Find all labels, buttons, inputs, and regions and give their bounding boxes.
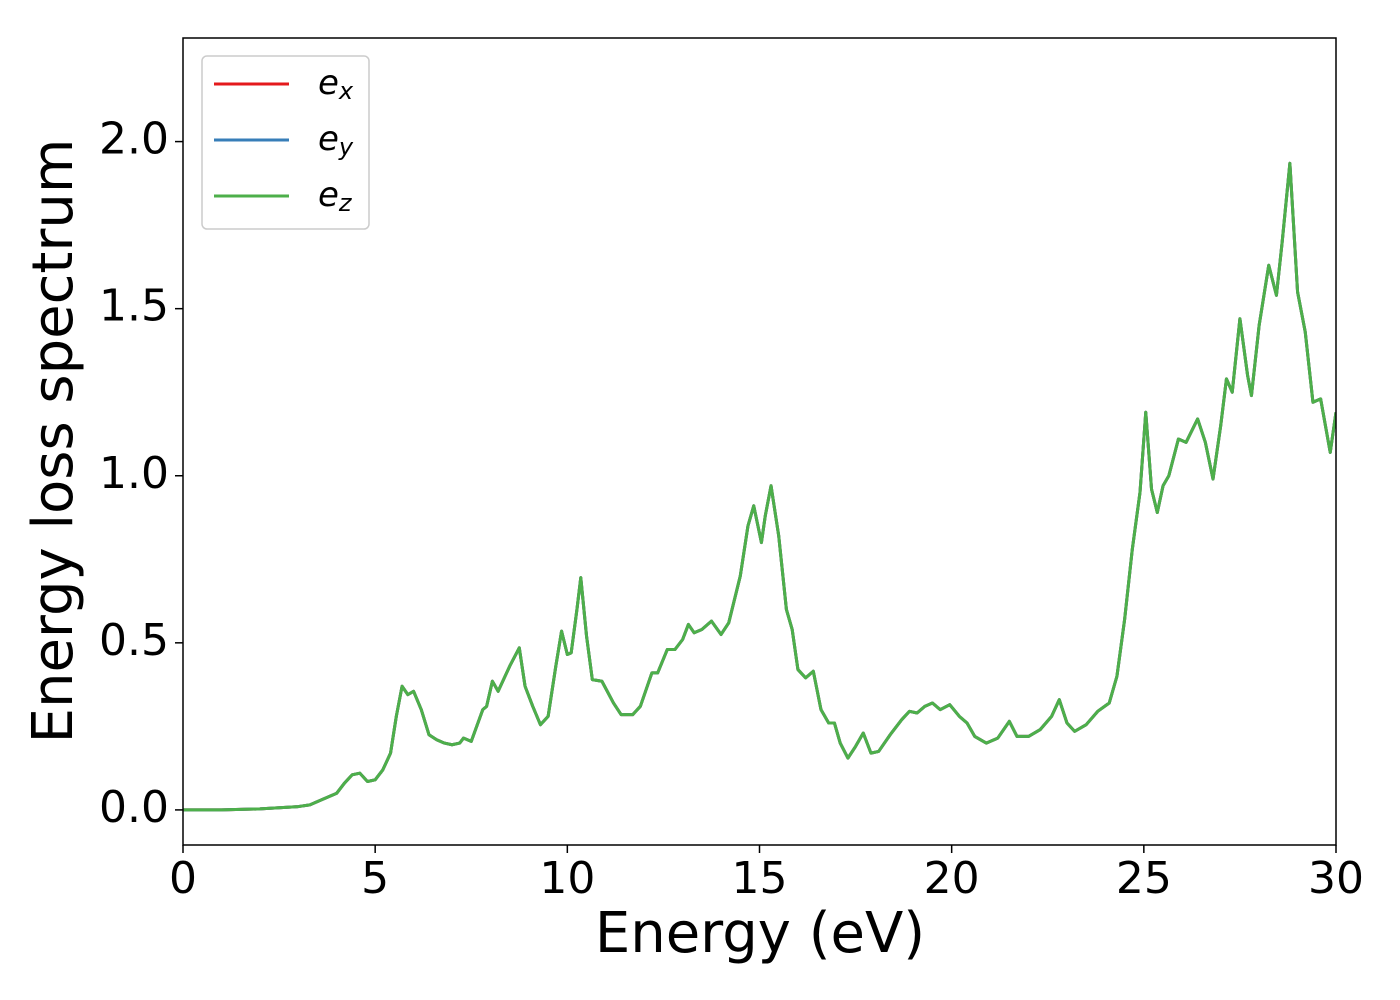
- y-tick-label: 2.0: [99, 114, 169, 165]
- legend-label: ez: [318, 175, 353, 218]
- y-tick-label: 1.5: [99, 281, 169, 332]
- x-tick-label: 30: [1308, 853, 1364, 904]
- x-tick-label: 5: [361, 853, 389, 904]
- series-line: [183, 161, 1336, 812]
- x-axis-label: Energy (eV): [595, 901, 925, 966]
- y-tick-label: 0.5: [99, 615, 169, 666]
- y-tick-label: 1.0: [99, 448, 169, 499]
- x-tick-label: 10: [539, 853, 595, 904]
- x-tick-label: 15: [732, 853, 788, 904]
- y-axis-label: Energy loss spectrum: [21, 139, 86, 744]
- legend-box: [201, 55, 370, 230]
- plot-frame: [182, 37, 1337, 846]
- legend-label: ey: [318, 119, 354, 162]
- x-tick-label: 0: [169, 853, 197, 904]
- y-tick-label: 0.0: [99, 782, 169, 833]
- x-tick-label: 20: [924, 853, 980, 904]
- legend-label: ex: [318, 63, 354, 106]
- x-tick-label: 25: [1116, 853, 1172, 904]
